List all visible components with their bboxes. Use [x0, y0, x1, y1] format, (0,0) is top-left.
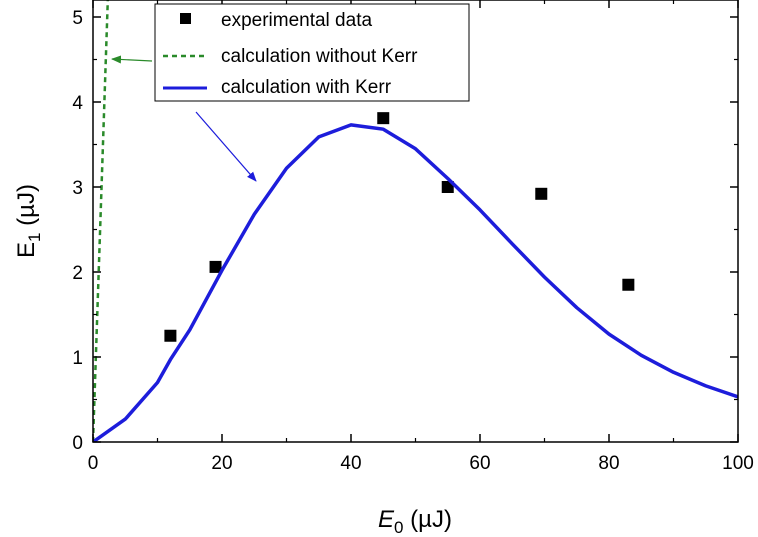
- y-tick-label: 5: [72, 8, 83, 29]
- x-axis-label: E0 (µJ): [378, 506, 452, 537]
- data-point: [535, 187, 548, 200]
- data-point: [377, 112, 390, 125]
- x-tick-label: 20: [211, 453, 232, 474]
- x-tick-label: 80: [598, 453, 619, 474]
- data-point: [622, 278, 635, 291]
- x-tick-label: 60: [469, 453, 490, 474]
- annotation-arrow-without-kerr: [111, 55, 153, 64]
- legend-label-experimental: experimental data: [221, 10, 372, 31]
- legend-label-without-kerr: calculation without Kerr: [221, 46, 418, 67]
- y-axis-label: E1 (µJ): [13, 184, 44, 258]
- y-tick-label: 1: [72, 348, 83, 369]
- x-tick-label: 40: [340, 453, 361, 474]
- annotation-arrow-with-kerr: [195, 111, 257, 182]
- y-tick-label: 3: [72, 178, 83, 199]
- x-axis-ticks: 0 20 40 60 80 100: [88, 0, 754, 474]
- x-tick-label: 100: [722, 453, 754, 474]
- data-point: [441, 181, 454, 193]
- legend-box: [154, 3, 470, 102]
- series-layer: [93, 0, 738, 442]
- y-tick-label: 2: [72, 263, 83, 284]
- legend-marker-experimental: [180, 13, 191, 24]
- y-tick-label: 4: [72, 93, 83, 114]
- y-axis-ticks: 0 1 2 3 4 5: [72, 8, 738, 454]
- legend: experimental data calculation without Ke…: [154, 3, 470, 102]
- series-line-with-kerr: [93, 123, 738, 442]
- y-tick-label: 0: [72, 433, 83, 454]
- legend-label-with-kerr: calculation with Kerr: [221, 77, 392, 98]
- x-tick-label: 0: [88, 453, 99, 474]
- data-point: [209, 260, 222, 273]
- series-line-without-kerr: [93, 0, 110, 442]
- data-point: [164, 329, 177, 342]
